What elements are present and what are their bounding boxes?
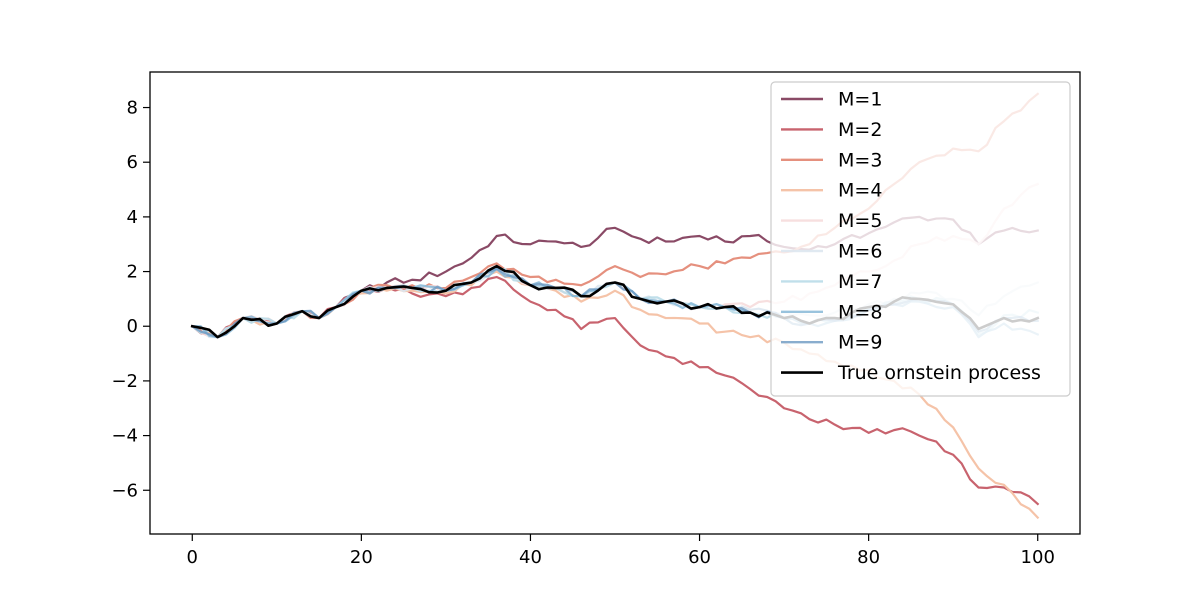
y-tick-label: 2 [127, 262, 138, 283]
axes: 0 20 40 60 80 100 −6 −4 −2 0 2 4 6 8 [111, 71, 1081, 568]
legend-label: M=7 [838, 271, 882, 293]
legend-label: M=4 [838, 180, 882, 202]
y-tick-label: 8 [127, 98, 138, 119]
y-tick-label: 0 [127, 316, 138, 337]
y-tick-label: −4 [111, 426, 138, 447]
x-tick-label: 100 [1021, 547, 1055, 568]
axes-frame [149, 71, 1081, 535]
x-tick-label: 60 [688, 547, 711, 568]
legend-label: M=9 [838, 332, 882, 354]
y-tick-label: −2 [111, 371, 138, 392]
legend-label: M=8 [838, 301, 882, 323]
y-tick-label: 6 [127, 152, 138, 173]
legend-label: M=6 [838, 241, 882, 263]
x-tick-label: 40 [519, 547, 542, 568]
x-tick-label: 0 [187, 547, 198, 568]
legend-box [770, 81, 1071, 397]
legend-label: M=1 [838, 89, 882, 111]
legend-label: M=2 [838, 119, 882, 141]
x-tick-label: 80 [857, 547, 880, 568]
legend: M=1 M=2 M=3 M=4 M=5 M=6 M=7 M=8 M=9 True ornstein… [770, 81, 1071, 397]
legend-label: True ornstein process [837, 362, 1041, 384]
x-tick-label: 20 [350, 547, 373, 568]
legend-label: M=3 [838, 149, 882, 171]
y-tick-label: −6 [111, 480, 138, 501]
y-tick-label: 4 [127, 207, 138, 228]
legend-label: M=5 [838, 210, 882, 232]
